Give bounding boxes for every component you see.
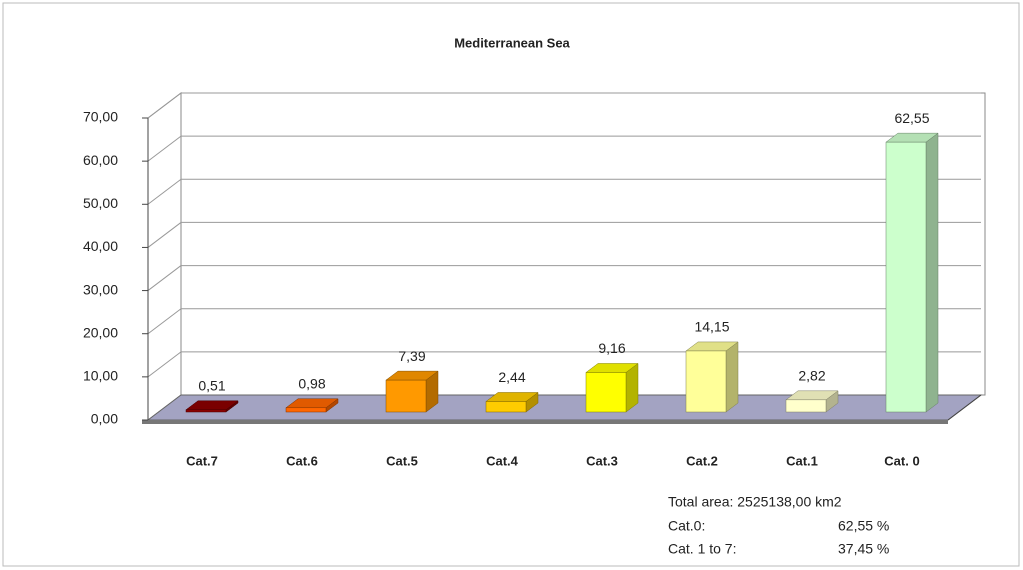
- bar: [885, 141, 927, 413]
- back-wall: [180, 92, 986, 396]
- value-label: 62,55: [894, 110, 929, 126]
- x-tick-label: Cat.3: [586, 453, 618, 468]
- x-tick-label: Cat.6: [286, 453, 318, 468]
- plot-walls: [147, 91, 986, 422]
- bar: [785, 399, 827, 413]
- bar: [685, 350, 727, 413]
- note-value: 37,45 %: [838, 541, 889, 557]
- x-tick-label: Cat.5: [386, 453, 418, 468]
- x-tick-label: Cat.7: [186, 453, 218, 468]
- floor-edge: [142, 420, 948, 424]
- grid-line: [147, 308, 182, 335]
- note-value: 62,55 %: [838, 518, 889, 534]
- value-label: 0,51: [198, 378, 225, 394]
- grid-line: [147, 222, 182, 248]
- bar-side: [925, 132, 939, 413]
- note-label: Cat.0:: [668, 518, 705, 534]
- y-tick-label: 70,00: [83, 109, 118, 125]
- grid-line: [147, 135, 182, 162]
- value-label: 2,44: [498, 369, 525, 385]
- y-tick-label: 0,00: [91, 411, 118, 427]
- y-tick-label: 60,00: [83, 152, 118, 168]
- bar: [485, 401, 527, 413]
- y-tick-label: 40,00: [83, 238, 118, 254]
- x-axis: [947, 394, 982, 421]
- x-tick-label: Cat.1: [786, 453, 818, 468]
- bar: [585, 372, 627, 413]
- value-label: 7,39: [398, 348, 425, 364]
- grid-line: [147, 351, 182, 378]
- value-label: 9,16: [598, 340, 625, 356]
- left-wall: [147, 91, 182, 422]
- bar: [285, 407, 327, 413]
- floor: [146, 394, 983, 421]
- value-label: 14,15: [694, 319, 729, 335]
- y-tick-label: 10,00: [83, 368, 118, 384]
- value-label: 0,98: [298, 375, 325, 391]
- note-total: Total area: 2525138,00 km2: [668, 494, 842, 510]
- x-tick-label: Cat.2: [686, 453, 718, 468]
- value-label: 2,82: [798, 368, 825, 384]
- y-tick-label: 50,00: [83, 195, 118, 211]
- y-tick-label: 30,00: [83, 281, 118, 297]
- grid-line: [147, 178, 182, 205]
- x-tick-label: Cat. 0: [884, 453, 919, 468]
- bar-side: [725, 341, 739, 413]
- grid-line: [147, 92, 182, 119]
- note-label: Cat. 1 to 7:: [668, 541, 736, 557]
- grid-line: [147, 265, 182, 291]
- chart-title: Mediterranean Sea: [454, 35, 570, 50]
- bar: [185, 409, 227, 413]
- x-tick-label: Cat.4: [486, 453, 519, 468]
- bar: [385, 379, 427, 413]
- y-tick-label: 20,00: [83, 324, 118, 340]
